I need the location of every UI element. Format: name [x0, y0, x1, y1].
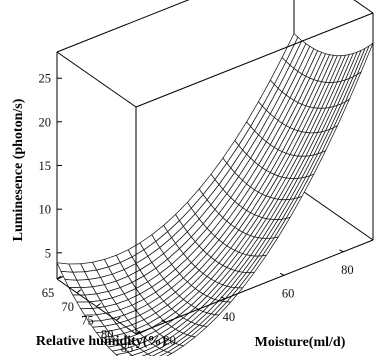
x-tick-mark: [116, 316, 121, 321]
box-edge-y-axis: [135, 239, 374, 335]
box-edge-top-front-left: [56, 51, 137, 108]
y-tick-mark: [339, 249, 344, 253]
x-tick-label: 65: [42, 286, 55, 300]
y-tick-label: 80: [341, 263, 354, 277]
box-edge-top-front-right: [135, 12, 374, 108]
surface-mesh: [56, 33, 374, 356]
box-edge-floor-back-right: [293, 184, 374, 241]
y-axis-label: Moisture(ml/d): [255, 335, 346, 350]
y-tick-label: 40: [223, 310, 236, 324]
z-axis-label: Luminesence (photon/s): [11, 98, 26, 241]
x-tick-mark: [135, 330, 141, 335]
axis-ticks: 5 10 15 20 25 65 70 75 80 85 20 40 60 80: [39, 72, 354, 355]
x-tick-mark: [76, 289, 82, 294]
z-tick-label: 15: [39, 159, 52, 173]
x-tick-label: 80: [101, 327, 114, 341]
x-tick-mark: [56, 275, 62, 280]
box-edge-top-back-right: [353, 0, 374, 14]
y-tick-label: 60: [282, 286, 295, 300]
z-tick-label: 10: [39, 203, 52, 217]
y-tick-mark: [279, 272, 285, 276]
box-edge-top-back-left: [56, 0, 190, 53]
z-tick-label: 20: [39, 115, 52, 129]
x-tick-label: 75: [81, 314, 94, 328]
z-tick-label: 5: [45, 246, 51, 260]
y-tick-mark: [161, 319, 166, 323]
chart-box-front: [56, 12, 374, 335]
x-tick-mark: [96, 303, 101, 307]
y-tick-mark: [220, 296, 226, 300]
surface-cell: [159, 351, 172, 356]
x-tick-label: 85: [121, 341, 134, 355]
x-tick-label: 70: [62, 300, 75, 314]
y-tick-label: 20: [163, 333, 176, 347]
x-axis-label: Relative humidity(%): [36, 334, 167, 349]
z-tick-label: 25: [39, 72, 52, 86]
